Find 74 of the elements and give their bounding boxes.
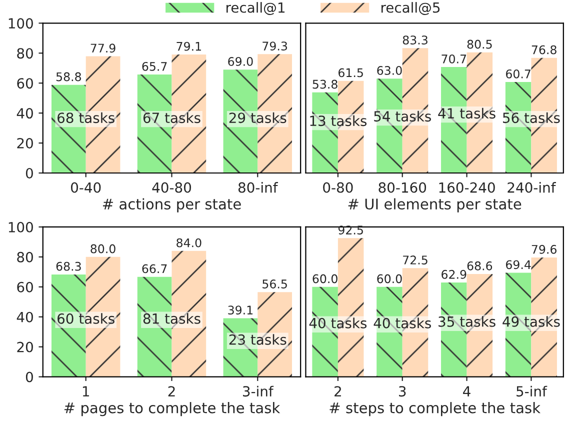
x-tick-label: 5-inf bbox=[516, 386, 548, 397]
data-label: 58.8 bbox=[56, 72, 82, 82]
annotation: 49 tasks bbox=[502, 316, 560, 327]
data-label: 72.5 bbox=[403, 256, 428, 264]
y-tick-label: 100 bbox=[8, 222, 33, 232]
y-tick-label: 60 bbox=[17, 78, 33, 89]
annotation: 23 tasks bbox=[229, 334, 286, 345]
data-label: 79.1 bbox=[176, 42, 201, 51]
y-tick-label: 20 bbox=[17, 138, 33, 149]
y-tick-label: 40 bbox=[16, 312, 33, 322]
annotation: 29 tasks bbox=[229, 112, 286, 124]
data-label: 56.5 bbox=[262, 280, 287, 288]
data-label: 92.5 bbox=[338, 226, 363, 235]
x-tick-label: 160-240 bbox=[439, 182, 495, 193]
x-axis-title: # steps to complete the task bbox=[330, 402, 540, 416]
data-label: 61.5 bbox=[338, 68, 363, 78]
legend-label: recall@1 bbox=[226, 2, 285, 16]
annotation: 13 tasks bbox=[310, 115, 367, 126]
data-label: 66.7 bbox=[142, 264, 167, 274]
data-label: 77.9 bbox=[90, 44, 116, 53]
y-tick-label: 0 bbox=[26, 372, 33, 382]
x-tick-label: 3 bbox=[399, 386, 406, 397]
data-label: 53.8 bbox=[312, 80, 338, 89]
data-label: 60.0 bbox=[312, 274, 338, 284]
annotation: 67 tasks bbox=[143, 112, 200, 124]
data-label: 69.0 bbox=[228, 57, 253, 66]
annotation: 68 tasks bbox=[58, 112, 114, 124]
annotation: 35 tasks bbox=[438, 316, 496, 327]
data-label: 80.5 bbox=[467, 40, 492, 49]
x-tick-label: 0-40 bbox=[71, 182, 101, 193]
x-tick-label: 1 bbox=[82, 386, 89, 396]
x-tick-label: 4 bbox=[463, 386, 470, 396]
data-label: 65.7 bbox=[142, 62, 167, 71]
annotation: 56 tasks bbox=[503, 112, 560, 124]
legend-label: recall@5 bbox=[382, 2, 440, 16]
annotation: 41 tasks bbox=[438, 108, 496, 119]
x-tick-label: 80-inf bbox=[238, 182, 278, 193]
x-axis-title: # actions per state bbox=[102, 198, 241, 212]
y-tick-label: 80 bbox=[17, 252, 33, 262]
annotation: 54 tasks bbox=[374, 110, 431, 122]
x-axis-title: # UI elements per state bbox=[348, 198, 522, 212]
data-label: 69.4 bbox=[506, 260, 531, 270]
data-label: 68.6 bbox=[467, 261, 492, 270]
data-label: 76.8 bbox=[532, 45, 556, 54]
x-tick-label: 2 bbox=[334, 386, 341, 396]
data-label: 79.3 bbox=[262, 42, 288, 50]
y-tick-label: 20 bbox=[17, 342, 33, 352]
annotation: 40 tasks bbox=[374, 318, 431, 328]
data-label: 60.7 bbox=[506, 69, 530, 78]
x-tick-label: 80-160 bbox=[378, 182, 426, 193]
x-axis-title: # pages to complete the task bbox=[64, 402, 280, 416]
x-tick-label: 0-80 bbox=[323, 182, 353, 193]
data-label: 79.6 bbox=[532, 244, 556, 254]
data-label: 60.0 bbox=[377, 274, 402, 284]
annotation: 40 tasks bbox=[309, 318, 367, 328]
data-label: 80.0 bbox=[90, 244, 116, 254]
x-tick-label: 3-inf bbox=[242, 386, 274, 397]
data-label: 63.0 bbox=[377, 66, 402, 75]
data-label: 83.3 bbox=[402, 36, 428, 45]
data-label: 39.1 bbox=[228, 306, 253, 315]
y-tick-label: 100 bbox=[8, 18, 33, 29]
x-tick-label: 2 bbox=[168, 386, 175, 396]
y-tick-label: 80 bbox=[17, 48, 33, 59]
data-label: 68.3 bbox=[56, 262, 81, 271]
x-tick-label: 40-80 bbox=[152, 182, 191, 193]
annotation: 81 tasks bbox=[143, 313, 200, 324]
y-tick-label: 60 bbox=[17, 282, 33, 292]
y-tick-label: 0 bbox=[26, 168, 33, 178]
annotation: 60 tasks bbox=[58, 313, 114, 324]
data-label: 70.7 bbox=[442, 54, 466, 64]
data-label: 62.9 bbox=[442, 270, 466, 279]
x-tick-label: 240-inf bbox=[508, 182, 556, 193]
data-label: 84.0 bbox=[176, 238, 202, 248]
y-tick-label: 40 bbox=[16, 108, 33, 119]
